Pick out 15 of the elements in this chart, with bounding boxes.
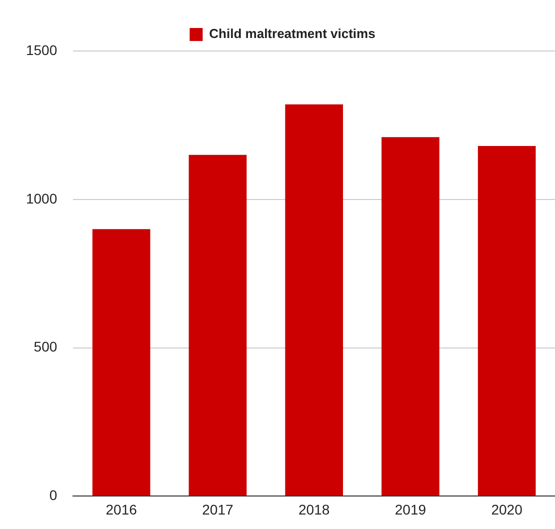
y-tick-label: 500 — [34, 338, 58, 355]
legend-label: Child maltreatment victims — [209, 26, 376, 42]
x-tick-label: 2017 — [202, 501, 234, 518]
x-tick-label: 2020 — [491, 501, 523, 518]
x-tick-label: 2018 — [298, 501, 330, 518]
bar — [92, 229, 150, 496]
y-tick-label: 0 — [49, 487, 58, 504]
x-tick-label: 2019 — [394, 501, 426, 518]
x-tick-label: 2016 — [106, 501, 138, 518]
bar — [285, 104, 343, 496]
bar — [478, 146, 536, 496]
bar — [188, 154, 247, 496]
bar — [382, 137, 440, 496]
y-tick-label: 1500 — [26, 42, 58, 58]
y-tick-label: 1000 — [26, 190, 58, 206]
